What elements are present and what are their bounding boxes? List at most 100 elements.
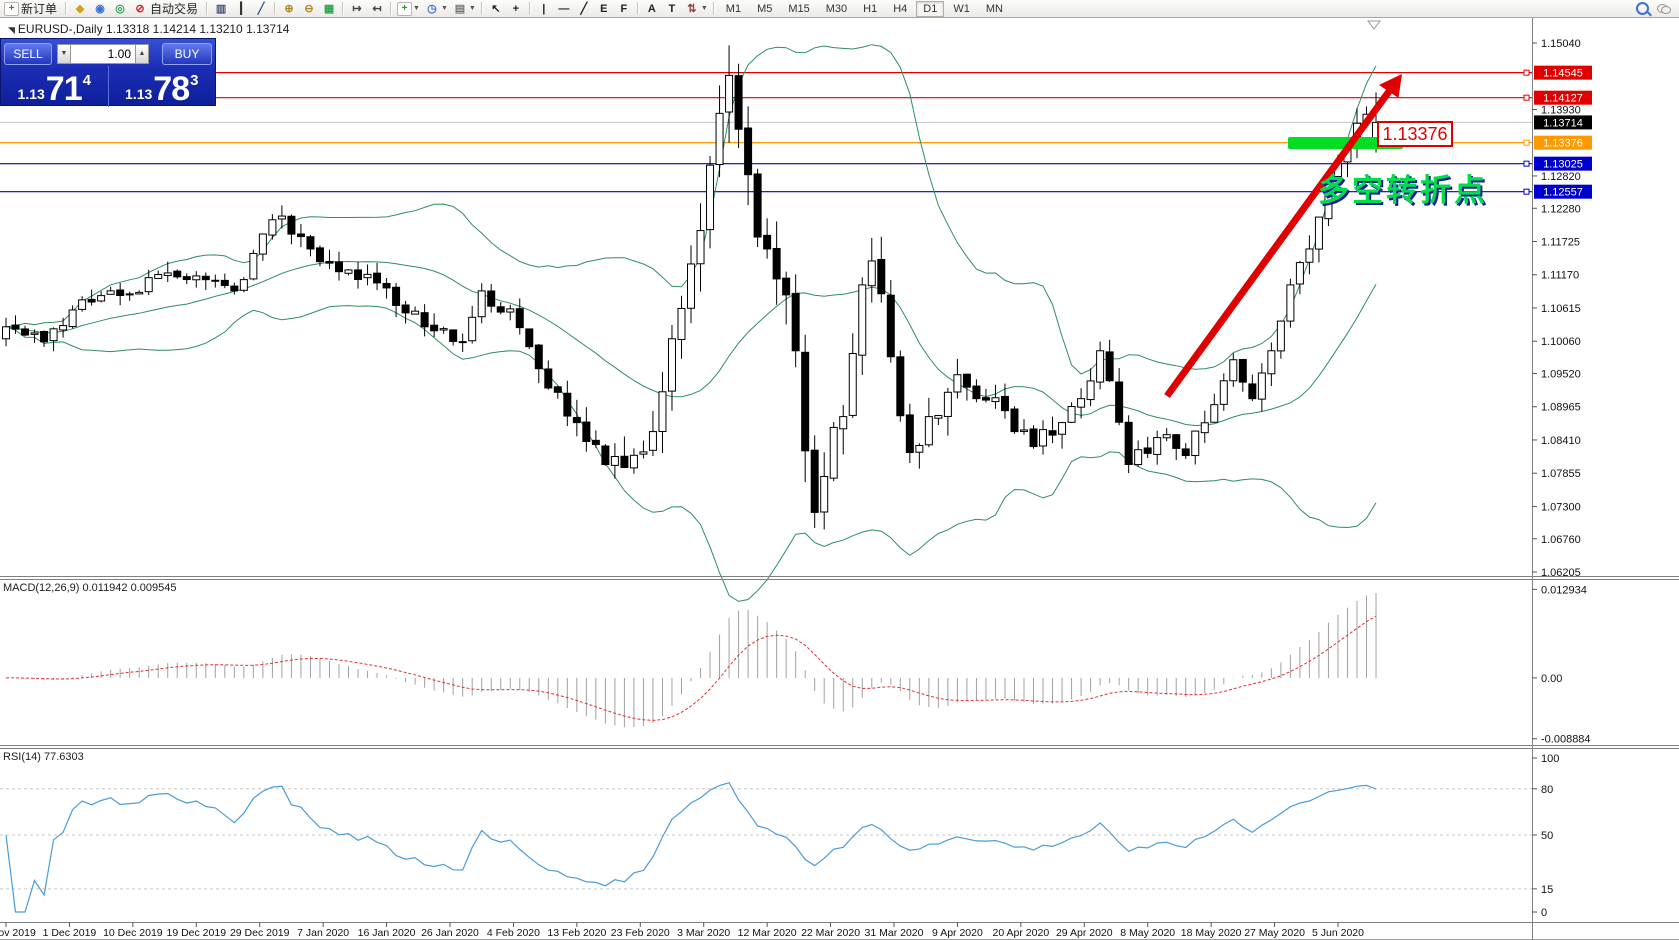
price-badge	[1534, 184, 1592, 199]
dropdown-arrow-icon: ▼	[700, 5, 708, 12]
chart-shift-icon[interactable]: ↤	[367, 1, 387, 17]
lamp-icon[interactable]: ◆	[70, 1, 90, 17]
rsi-tick-label: 0	[1541, 907, 1547, 919]
zoom-out-icon: ⊖	[304, 2, 314, 15]
horizontal-line-icon[interactable]: —	[554, 1, 574, 17]
candles-group	[2, 45, 1381, 530]
macd-tick-label: 0.012934	[1541, 584, 1587, 596]
time-tick-label: 9 Apr 2020	[932, 927, 983, 939]
buy-price[interactable]: 1.13 78 3	[107, 66, 216, 109]
timeframe-d1[interactable]: D1	[916, 0, 945, 17]
zoom-in-icon[interactable]: ⊕	[279, 1, 299, 17]
rsi-tick-label: 100	[1541, 753, 1559, 765]
trend-arrow-head[interactable]	[1379, 74, 1402, 98]
sell-price-sup: 4	[82, 72, 91, 89]
chart-window[interactable]: 1.15040 1.13930 1.12820 1.12280 1.11725 1.111…	[0, 18, 1679, 940]
tile-windows-icon[interactable]: ▦	[319, 1, 339, 17]
zoom-out-icon[interactable]: ⊖	[299, 1, 319, 17]
hline-endpoint-marker[interactable]	[1523, 160, 1530, 167]
crosshair-icon[interactable]: +	[506, 1, 526, 17]
timeframe-h1[interactable]: H1	[863, 2, 878, 15]
chat-icon[interactable]	[1657, 4, 1671, 14]
time-tick-label: 31 Mar 2020	[865, 927, 924, 939]
toolbar-separator	[274, 2, 277, 15]
vertical-line-icon: |	[542, 2, 546, 15]
new-order-icon: +	[4, 1, 19, 16]
vertical-line-icon[interactable]: |	[534, 1, 554, 17]
price-tick-label: 1.15040	[1541, 38, 1581, 50]
volume-input[interactable]	[71, 43, 135, 64]
price-badge	[1534, 156, 1592, 171]
price-tick-label: 1.12820	[1541, 171, 1581, 183]
time-tick-label: 21 Nov 2019	[0, 927, 36, 939]
trendline-icon[interactable]: ╱	[574, 1, 594, 17]
chart-shift-marker[interactable]	[1367, 20, 1381, 30]
toolbar-separator	[712, 2, 715, 15]
time-tick-label: 29 Dec 2019	[230, 927, 290, 939]
chart-shift-icon: ↤	[372, 2, 382, 15]
time-tick-label: 7 Jan 2020	[297, 927, 349, 939]
timeframe-m15[interactable]: M15	[788, 2, 810, 15]
timeframe-h4[interactable]: H4	[893, 2, 908, 15]
volume-stepper[interactable]: ▼ ▲	[57, 43, 149, 64]
dropdown-arrow-icon: ▼	[413, 5, 420, 12]
periods-button[interactable]: ◷ ▼	[422, 1, 450, 17]
templates-button[interactable]: ▤ ▼	[450, 1, 478, 17]
sell-button[interactable]: SELL	[4, 42, 52, 65]
timeframe-m30[interactable]: M30	[825, 2, 848, 15]
rsi-indicator-label: RSI(14) 77.6303	[3, 751, 84, 763]
trend-arrow-line[interactable]	[1164, 87, 1393, 399]
hline-endpoint-marker[interactable]	[1523, 69, 1530, 76]
buy-button[interactable]: BUY	[162, 42, 212, 65]
autotrade-button[interactable]: ⊘ 自动交易	[130, 1, 203, 17]
green-highlight-bar[interactable]	[1288, 137, 1403, 149]
bar-chart-icon[interactable]: ▥	[211, 1, 231, 17]
fibonacci-icon[interactable]: F	[614, 1, 634, 17]
cursor-icon[interactable]: ↖	[486, 1, 506, 17]
lamp-icon: ◆	[75, 2, 85, 15]
bar-chart-icon: ▥	[215, 2, 227, 15]
hline-endpoint-marker[interactable]	[1523, 94, 1530, 101]
toolbar-separator	[480, 2, 483, 15]
timeframe-mn[interactable]: MN	[985, 2, 1003, 15]
profile-icon: ◉	[95, 2, 105, 15]
price-tag-annotation[interactable]: 1.13376	[1377, 121, 1453, 147]
search-icon[interactable]	[1636, 2, 1649, 15]
timeframe-m5[interactable]: M5	[757, 2, 773, 15]
timeframe-w1[interactable]: W1	[953, 2, 970, 15]
text-label-icon[interactable]: T	[662, 1, 682, 17]
new-order-button[interactable]: + 新订单	[2, 1, 62, 17]
macd-histogram	[15, 593, 1377, 728]
signal-icon[interactable]: ◎	[110, 1, 130, 17]
tile-windows-icon: ▦	[323, 2, 335, 15]
line-chart-icon: ╱	[257, 2, 265, 15]
dropdown-arrow-icon: ▼	[468, 5, 476, 12]
autoscroll-icon[interactable]: ↦	[347, 1, 367, 17]
toolbar-separator	[390, 2, 393, 15]
sell-price[interactable]: 1.13 71 4	[1, 66, 108, 107]
turning-point-annotation[interactable]: 多空转折点	[1318, 173, 1488, 208]
price-badge	[1534, 65, 1592, 80]
timeframe-m1[interactable]: M1	[725, 2, 742, 15]
hline-endpoint-marker[interactable]	[1523, 139, 1530, 146]
chart-canvas[interactable]: 1.15040 1.13930 1.12820 1.12280 1.11725 1.111…	[0, 18, 1679, 940]
candlestick-chart-icon: ┃	[237, 2, 245, 15]
text-icon[interactable]: A	[642, 1, 662, 17]
indicators-button[interactable]: + ▼	[395, 1, 422, 17]
macd-signal-line	[6, 615, 1377, 721]
new-order-button-label: 新订单	[21, 2, 58, 16]
macd-tick-label: -0.008884	[1541, 734, 1591, 746]
candlestick-chart-icon[interactable]: ┃	[231, 1, 251, 17]
hline-endpoint-marker[interactable]	[1523, 188, 1530, 195]
volume-up-button[interactable]: ▲	[135, 43, 149, 64]
arrows-icon[interactable]: ⇅ ▼	[682, 1, 710, 17]
line-chart-icon[interactable]: ╱	[251, 1, 271, 17]
time-tick-label: 10 Dec 2019	[103, 927, 163, 939]
buy-price-big: 78	[153, 70, 190, 109]
profile-icon[interactable]: ◉	[90, 1, 110, 17]
equidistant-channel-icon[interactable]: E	[594, 1, 614, 17]
volume-down-button[interactable]: ▼	[57, 43, 71, 64]
sell-price-big: 71	[45, 70, 83, 109]
autotrade-button-label: 自动交易	[150, 2, 199, 16]
one-click-trading-panel[interactable]: SELL ▼ ▲ BUY 1.13 71 4 1.13 78 3	[0, 38, 216, 109]
